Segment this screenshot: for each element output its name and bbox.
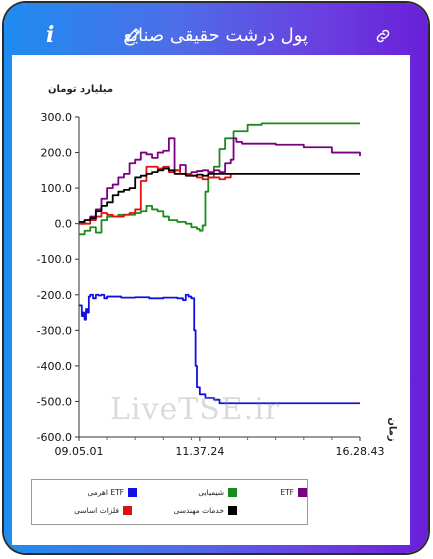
y-tick-label: -100.0: [37, 253, 72, 266]
legend-label: شیمیایی: [198, 488, 224, 497]
pencil-icon[interactable]: [124, 26, 142, 44]
widget-header: پول درشت حقیقی صنایع i: [4, 3, 428, 55]
x-axis-title: زمان: [386, 417, 398, 442]
series-line: [79, 122, 360, 236]
legend-swatch: [228, 488, 237, 497]
x-tick-label: 09.05.01: [55, 445, 104, 458]
series-line: [79, 167, 360, 223]
y-tick-label: 0.0: [55, 218, 73, 231]
series-line: [79, 293, 360, 405]
line-chart: 300.0 200.0 100.0 0.0 -100.0 -200.0 -300.0 -400…: [37, 111, 385, 458]
legend-label: ETF: [280, 488, 294, 497]
chart-panel: 300.0 200.0 100.0 0.0 -100.0 -200.0 -300.0 -400…: [12, 55, 410, 545]
legend-swatch: [128, 488, 137, 497]
widget-title: پول درشت حقیقی صنایع: [123, 25, 308, 46]
x-tick-label: 16.28.43: [336, 445, 385, 458]
legend-label: خدمات مهندسی: [173, 506, 224, 515]
legend-item[interactable]: خدمات مهندسی: [173, 506, 237, 515]
y-tick-label: 300.0: [41, 111, 73, 124]
legend-swatch: [228, 506, 237, 515]
x-tick-label: 11.37.24: [175, 445, 224, 458]
watermark: LiveTSE.ir: [110, 392, 281, 427]
legend-item[interactable]: شیمیایی: [198, 488, 237, 497]
y-tick-label: -500.0: [37, 395, 72, 408]
link-icon[interactable]: [374, 27, 392, 45]
chart-legend: ETF اهرمی شیمیایی ETF فلزات اساسی خدمات مهند…: [31, 479, 308, 525]
y-tick-label: 200.0: [41, 147, 73, 160]
y-tick-label: -600.0: [37, 431, 72, 444]
legend-item[interactable]: فلزات اساسی: [74, 506, 132, 515]
y-tick-label: 100.0: [41, 182, 73, 195]
y-tick-label: -300.0: [37, 324, 72, 337]
series-line: [79, 165, 232, 225]
legend-swatch: [298, 488, 307, 497]
info-icon[interactable]: i: [46, 22, 55, 48]
y-tick-label: -400.0: [37, 360, 72, 373]
y-axis-unit: میلیارد تومان: [48, 84, 114, 95]
y-tick-label: -200.0: [37, 289, 72, 302]
legend-item[interactable]: ETF اهرمی: [88, 488, 137, 497]
legend-label: فلزات اساسی: [74, 506, 119, 515]
legend-swatch: [123, 506, 132, 515]
legend-item[interactable]: ETF: [280, 488, 307, 497]
widget-frame: پول درشت حقیقی صنایع i 300.0 200.0 100.0 0.…: [4, 3, 428, 553]
legend-label: ETF اهرمی: [87, 488, 124, 497]
